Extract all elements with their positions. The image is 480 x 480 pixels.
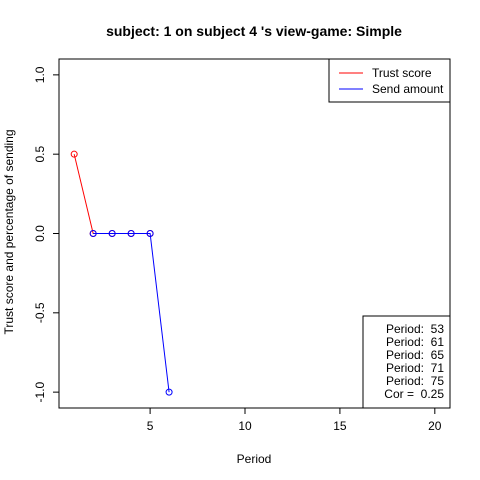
series-point-1 xyxy=(165,388,173,396)
series-point-0 xyxy=(70,150,78,158)
info-line: Period: 65 xyxy=(386,348,444,362)
series-line-0 xyxy=(73,154,151,234)
info-line: Period: 71 xyxy=(386,361,444,375)
info-line: Period: 61 xyxy=(386,335,444,349)
legend-box xyxy=(328,58,451,103)
series-point-1 xyxy=(108,230,116,237)
info-line: Cor = 0.25 xyxy=(384,387,444,401)
series-point-1 xyxy=(127,230,135,237)
y-axis-label: Trust score and percentage of sending xyxy=(2,129,16,334)
info-box xyxy=(362,315,451,409)
y-tick-label: 0.5 xyxy=(33,146,47,163)
x-tick-label: 15 xyxy=(333,419,347,433)
series-line-1 xyxy=(93,233,170,393)
x-tick-label: 20 xyxy=(428,419,442,433)
y-tick-label: -1.0 xyxy=(33,381,47,402)
legend-label: Trust score xyxy=(372,66,432,80)
y-tick-label: -0.5 xyxy=(33,302,47,323)
x-tick-label: 5 xyxy=(147,419,154,433)
y-tick-label: 0.0 xyxy=(33,225,47,242)
info-line: Period: 53 xyxy=(386,322,444,336)
chart-title: subject: 1 on subject 4 's view-game: Si… xyxy=(106,23,402,39)
series-point-1 xyxy=(146,230,154,237)
x-axis-label: Period xyxy=(237,452,272,466)
info-line: Period: 75 xyxy=(386,374,444,388)
x-tick-label: 10 xyxy=(238,419,252,433)
legend-label: Send amount xyxy=(372,82,444,96)
y-tick-label: 1.0 xyxy=(33,66,47,83)
series-point-1 xyxy=(89,230,97,237)
